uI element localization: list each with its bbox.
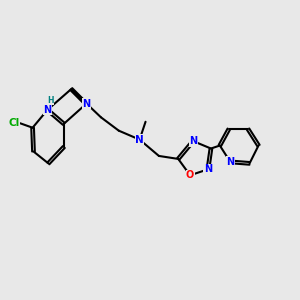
Text: O: O <box>186 170 194 180</box>
Text: H: H <box>47 96 54 105</box>
Text: N: N <box>226 157 234 167</box>
Text: N: N <box>44 105 52 115</box>
Text: N: N <box>189 136 197 146</box>
Text: Cl: Cl <box>8 118 20 128</box>
Text: N: N <box>204 164 212 174</box>
Text: N: N <box>135 135 144 145</box>
Text: N: N <box>82 99 90 109</box>
